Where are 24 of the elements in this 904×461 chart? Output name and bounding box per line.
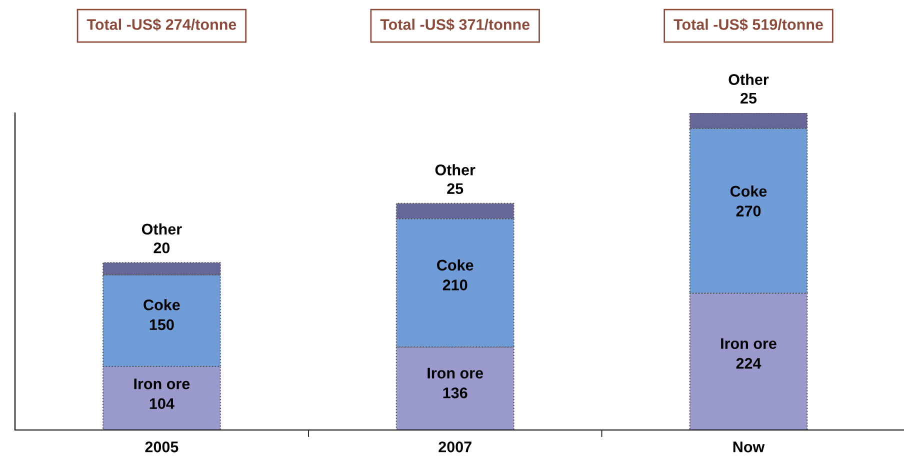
text: Coke	[730, 185, 767, 197]
data-label: 104	[150, 398, 174, 410]
text: Iron ore	[721, 338, 776, 349]
x-tick-label: 2005	[145, 442, 178, 452]
data-label: 20	[154, 242, 170, 254]
x-tick-label: Now	[733, 442, 765, 452]
text: Total -US$ 371/tonne	[380, 18, 530, 31]
text: Other	[728, 74, 769, 85]
data-label: 150	[150, 319, 174, 330]
data-label: 270	[736, 206, 761, 216]
text: Iron ore	[428, 368, 484, 379]
series-label: Iron ore	[134, 378, 190, 390]
text: Coke	[437, 259, 474, 271]
text: Total -US$ 274/tonne	[86, 18, 236, 31]
data-label: 25	[447, 183, 464, 194]
text: Other	[435, 164, 476, 176]
data-label: 25	[740, 92, 757, 104]
data-label: 224	[736, 358, 762, 369]
series-label: Other	[142, 223, 182, 235]
x-tick-label: 2007	[438, 442, 472, 452]
data-label: 136	[443, 387, 468, 398]
data-label: 210	[442, 280, 468, 290]
series-label: Coke	[144, 299, 180, 310]
text: Total -US$ 519/tonne	[674, 18, 823, 31]
